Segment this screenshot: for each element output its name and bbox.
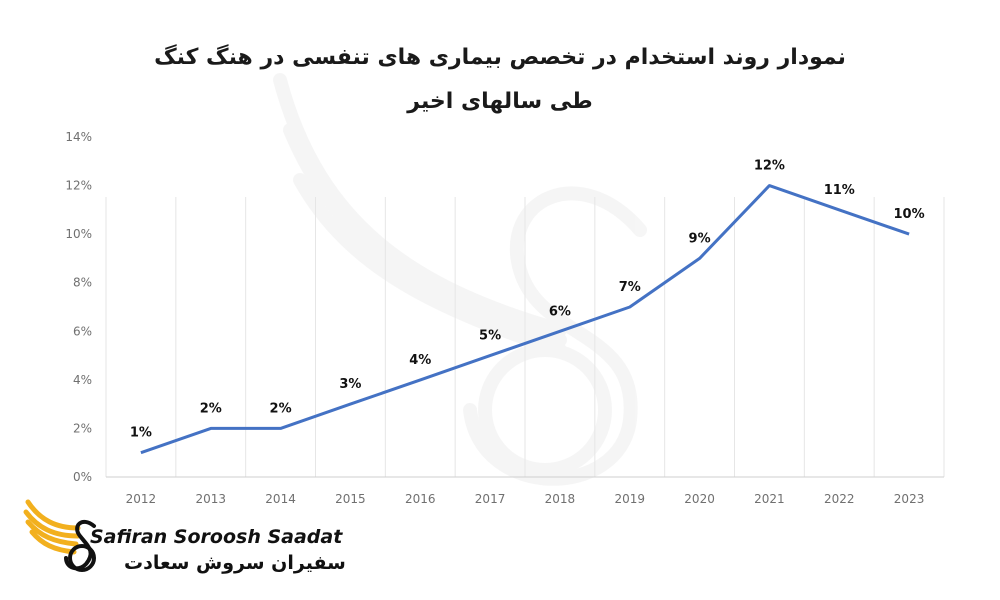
series-line xyxy=(140,184,910,455)
x-tick-label: 2021 xyxy=(754,492,785,506)
brand-name-fa: سفیران سروش سعادت xyxy=(124,552,346,574)
y-tick-label: 6% xyxy=(73,324,92,338)
y-tick-label: 14% xyxy=(65,130,92,144)
x-tick-label: 2012 xyxy=(126,492,157,506)
x-tick-label: 2019 xyxy=(614,492,645,506)
x-tick-label: 2014 xyxy=(265,492,296,506)
data-label: 3% xyxy=(339,377,361,392)
y-tick-label: 2% xyxy=(73,421,92,435)
x-tick-label: 2022 xyxy=(824,492,855,506)
data-label: 11% xyxy=(824,183,855,198)
data-label: 5% xyxy=(479,329,501,344)
data-label: 7% xyxy=(619,280,641,295)
x-tick-label: 2015 xyxy=(335,492,366,506)
brand-logo: Safiran Soroosh Saadat سفیران سروش سعادت xyxy=(20,492,346,582)
grid-lines xyxy=(105,197,945,478)
data-label: 4% xyxy=(409,353,431,368)
brand-name-en: Safiran Soroosh Saadat xyxy=(90,526,343,548)
data-label: 9% xyxy=(689,231,711,246)
data-label: 12% xyxy=(754,159,785,174)
x-tick-label: 2020 xyxy=(684,492,715,506)
y-tick-label: 8% xyxy=(73,276,92,290)
watermark-logo xyxy=(273,73,647,486)
data-label: 2% xyxy=(270,401,292,416)
data-labels: 1% 2% 2% 3% 4% 5% 6% 7% 9% 12% 11% 10% xyxy=(130,159,925,441)
x-tick-label: 2018 xyxy=(545,492,576,506)
y-axis: 0% 2% 4% 6% 8% 10% 12% 14% xyxy=(65,130,92,484)
x-axis: 2012 2013 2014 2015 2016 2017 2018 2019 2020 2021… xyxy=(126,492,925,506)
x-tick-label: 2023 xyxy=(894,492,925,506)
x-tick-label: 2013 xyxy=(195,492,226,506)
data-label: 6% xyxy=(549,304,571,319)
data-label: 2% xyxy=(200,401,222,416)
data-label: 1% xyxy=(130,426,152,441)
y-tick-label: 0% xyxy=(73,470,92,484)
y-tick-label: 12% xyxy=(65,179,92,193)
y-tick-label: 4% xyxy=(73,373,92,387)
wing-logo-icon xyxy=(23,499,96,572)
y-tick-label: 10% xyxy=(65,227,92,241)
x-tick-label: 2017 xyxy=(475,492,506,506)
chart-title: نمودار روند استخدام در تخصص بیماری های ت… xyxy=(154,45,846,114)
x-tick-label: 2016 xyxy=(405,492,436,506)
data-label: 10% xyxy=(894,207,925,222)
